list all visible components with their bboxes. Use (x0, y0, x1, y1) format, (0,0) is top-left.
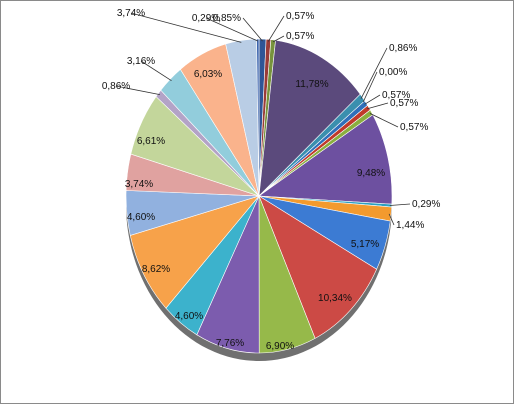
data-label: 7,76% (216, 338, 244, 349)
data-label: 4,60% (127, 212, 155, 223)
data-label: 0,57% (286, 31, 314, 42)
data-label: 0,29% (192, 13, 220, 24)
data-label: 0,85% (213, 13, 241, 24)
data-label: 0,57% (286, 11, 314, 22)
pie-slice (129, 195, 260, 309)
data-label: 0,00% (379, 67, 407, 78)
data-label: 10,34% (318, 293, 352, 304)
data-label: 1,44% (396, 220, 424, 231)
data-label: 3,74% (125, 179, 153, 190)
pie-slice (256, 38, 260, 197)
data-label: 3,74% (117, 8, 145, 19)
data-label: 6,61% (137, 136, 165, 147)
label-leader-line (205, 17, 258, 42)
data-label: 5,17% (351, 239, 379, 250)
data-label: 0,57% (400, 122, 428, 133)
label-leader-line (362, 71, 378, 103)
data-label: 0,57% (390, 98, 418, 109)
label-leader-line (367, 102, 389, 110)
pie-slice (258, 114, 393, 205)
label-leader-line (360, 47, 388, 99)
label-leader-line (267, 15, 285, 42)
label-leader-line (272, 35, 285, 43)
data-label: 0,29% (412, 199, 440, 210)
label-leader-line (130, 12, 242, 43)
data-label: 6,03% (194, 69, 222, 80)
data-label: 0,86% (102, 81, 130, 92)
pie-slice (258, 195, 378, 339)
label-leader-line (364, 94, 381, 105)
data-label: 3,16% (127, 56, 155, 67)
label-leader-line (115, 85, 160, 95)
data-label: 11,78% (295, 79, 328, 90)
data-label: 6,90% (266, 341, 294, 352)
data-label: 8,62% (142, 264, 170, 275)
label-leader-line (242, 17, 263, 42)
label-leader-line (388, 213, 395, 226)
label-leader-line (389, 203, 411, 206)
data-label: 4,60% (175, 311, 203, 322)
data-label: 9,48% (357, 168, 385, 179)
label-leader-line (369, 113, 399, 128)
data-label: 0,86% (389, 43, 417, 54)
pie-slice (258, 39, 361, 197)
label-leader-line (140, 60, 172, 82)
data-label: 0,57% (382, 90, 410, 101)
